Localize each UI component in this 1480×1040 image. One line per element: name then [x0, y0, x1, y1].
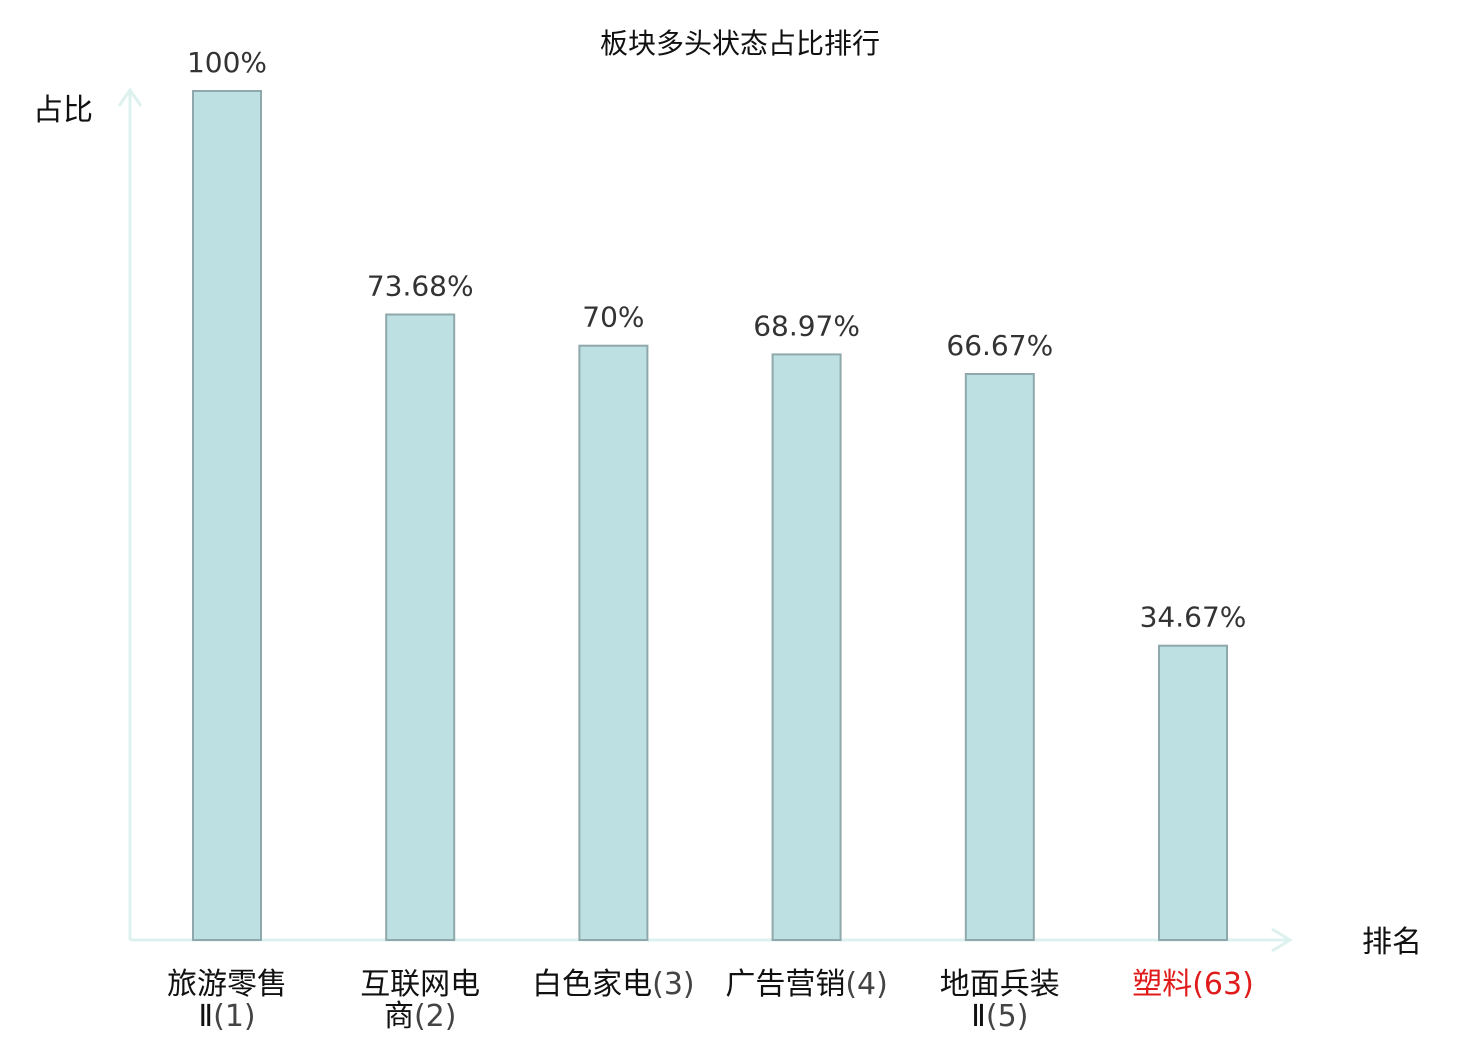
category-label: 广告营销(4)	[725, 967, 888, 1002]
y-axis-label: 占比	[33, 93, 93, 128]
category-label: 白色家电(3)	[532, 967, 695, 1002]
x-axis-label: 排名	[1362, 925, 1422, 960]
category-label: 旅游零售	[167, 967, 287, 1002]
value-label: 68.97%	[753, 309, 860, 342]
category-label: Ⅱ(1)	[198, 999, 255, 1034]
value-label: 66.67%	[946, 329, 1053, 362]
y-axis-arrow	[117, 87, 143, 107]
category-rank: (3)	[652, 967, 695, 1002]
value-label: 34.67%	[1140, 601, 1247, 634]
category-name: 地面兵装	[940, 967, 1060, 1002]
value-label: 70%	[582, 301, 644, 334]
category-label: 塑料(63)	[1132, 967, 1254, 1002]
category-name: 塑料	[1132, 967, 1192, 1002]
value-label: 100%	[187, 46, 267, 79]
value-label: 73.68%	[367, 270, 474, 303]
bars-group	[192, 90, 1228, 941]
axes	[117, 87, 1293, 953]
category-name: 白色家电	[532, 967, 652, 1002]
category-label: 互联网电	[360, 967, 480, 1002]
bar	[964, 373, 1035, 941]
category-rank: (4)	[845, 967, 888, 1002]
category-rank: (63)	[1192, 967, 1254, 1002]
category-name: Ⅱ	[198, 999, 213, 1034]
bar	[771, 353, 842, 941]
bar	[578, 344, 649, 941]
category-name: 旅游零售	[167, 967, 287, 1002]
x-axis-arrow	[1271, 927, 1293, 953]
category-name: 互联网电	[360, 967, 480, 1002]
category-rank: (2)	[414, 999, 457, 1034]
category-rank: (1)	[213, 999, 256, 1034]
chart-title: 板块多头状态占比排行	[600, 27, 880, 60]
category-label: 商(2)	[384, 999, 457, 1034]
category-rank: (5)	[986, 999, 1029, 1034]
category-name: Ⅱ	[971, 999, 986, 1034]
value-labels-group: 100% 73.68% 70% 68.97% 66.67% 34.67%	[187, 46, 1246, 634]
category-name: 广告营销	[725, 967, 845, 1002]
category-label: 地面兵装	[940, 967, 1060, 1002]
category-label: Ⅱ(5)	[971, 999, 1028, 1034]
bar	[1158, 644, 1228, 941]
bar	[385, 313, 456, 941]
bar	[192, 90, 262, 941]
category-name: 商	[384, 999, 414, 1034]
